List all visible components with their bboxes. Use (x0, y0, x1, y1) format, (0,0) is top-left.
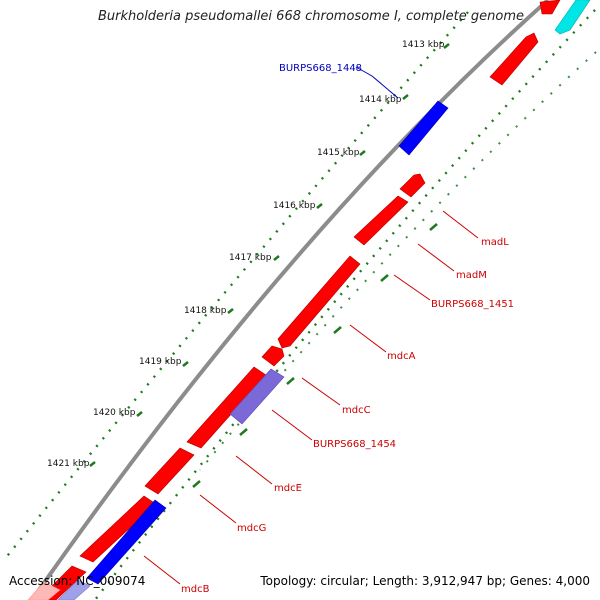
leader-line-mdca (349, 324, 387, 353)
leader-lines (143, 66, 479, 585)
gene-arrow-forward[interactable] (399, 173, 426, 198)
major-tick (136, 411, 143, 417)
accession-label: Accession: NC_009074 (9, 574, 146, 588)
major-tick (316, 203, 323, 209)
leader-line-madm (417, 243, 455, 272)
tick-label: 1419 kbp (139, 357, 182, 367)
leader-line-burps668-1451 (393, 274, 431, 301)
gene-label-mdcc[interactable]: mdcC (342, 405, 371, 416)
gene-label-mdcb[interactable]: mdcB (181, 584, 210, 595)
leader-line-burps668-1454 (271, 409, 313, 441)
gene-arrow-forward[interactable] (261, 345, 285, 367)
major-tick (402, 94, 409, 100)
tick-label: 1420 kbp (93, 408, 136, 418)
gene-arrow-reverse[interactable] (86, 499, 167, 585)
gene-arrow-forward[interactable] (489, 32, 539, 86)
leader-line-mdce (235, 455, 273, 485)
gene-label-madm[interactable]: madM (456, 270, 487, 281)
tick-label: 1414 kbp (359, 95, 402, 105)
tick-label: 1416 kbp (273, 201, 316, 211)
major-tick (239, 428, 248, 436)
tick-label: 1417 kbp (229, 253, 272, 263)
leader-line-mdcb (143, 555, 181, 585)
gene-label-burps668-1448[interactable]: BURPS668_1448 (279, 63, 362, 74)
leader-line-madl (442, 210, 479, 239)
tick-label: 1415 kbp (317, 148, 360, 158)
major-tick (443, 43, 450, 49)
gene-label-mdce[interactable]: mdcE (274, 483, 302, 494)
major-tick (429, 223, 438, 231)
major-tick (227, 308, 234, 314)
reverse-strand-genes (27, 100, 449, 600)
gene-arrow-other[interactable] (554, 0, 591, 35)
leader-line-burps668-1448 (355, 66, 399, 99)
chromosome-backbone (30, 0, 550, 600)
major-tick (286, 377, 295, 385)
leader-line-mdcc (301, 377, 341, 406)
tick-label: 1413 kbp (402, 40, 445, 50)
major-tick (333, 326, 342, 334)
gene-arrow-reverse-faded[interactable] (57, 579, 91, 600)
gene-arrow-forward[interactable] (277, 255, 361, 349)
forward-strand-genes (37, 0, 561, 600)
gene-arrow-forward[interactable] (144, 447, 195, 495)
gene-label-burps668-1451[interactable]: BURPS668_1451 (431, 299, 514, 310)
gene-arrow-reverse[interactable] (398, 100, 449, 156)
gene-arrow-forward[interactable] (539, 0, 561, 15)
major-tick (192, 480, 201, 488)
major-tick (89, 461, 96, 467)
map-title: Burkholderia pseudomallei 668 chromosome… (97, 9, 524, 24)
inner-tick-track (94, 9, 596, 600)
outer-tick-track (3, 11, 469, 561)
major-tick (380, 274, 389, 282)
genome-summary: Topology: circular; Length: 3,912,947 bp… (260, 574, 590, 588)
major-tick (182, 361, 189, 367)
gene-arrow-forward[interactable] (353, 195, 409, 246)
gene-arrow-reverse[interactable] (229, 368, 285, 425)
gene-label-mdcg[interactable]: mdcG (237, 523, 266, 534)
tick-label: 1418 kbp (184, 306, 227, 316)
major-ticks (89, 43, 450, 488)
leader-line-mdcg (199, 494, 237, 524)
major-tick (273, 255, 280, 261)
gene-fragment-faded[interactable] (27, 581, 61, 600)
tick-label: 1421 kbp (47, 459, 90, 469)
gene-label-mdca[interactable]: mdcA (387, 351, 416, 362)
gene-label-madl[interactable]: madL (481, 237, 509, 248)
gene-label-burps668-1454[interactable]: BURPS668_1454 (313, 439, 396, 450)
major-tick (359, 150, 366, 156)
